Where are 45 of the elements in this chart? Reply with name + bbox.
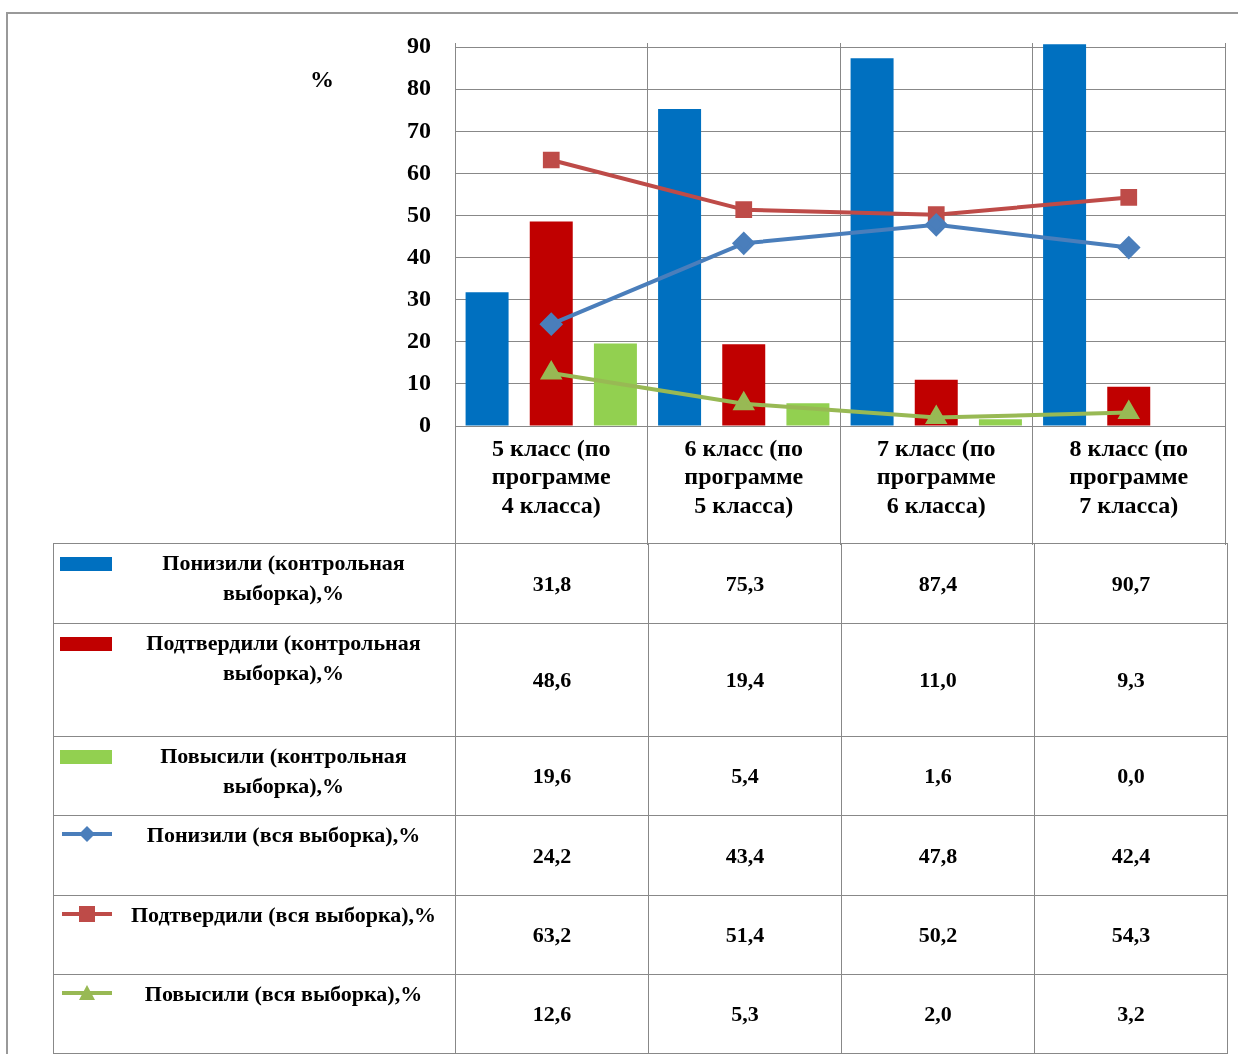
data-label: 87,4 bbox=[841, 543, 1035, 624]
data-label: 12,6 bbox=[455, 974, 649, 1054]
data-label: 5,3 bbox=[648, 974, 842, 1054]
data-label: 47,8 bbox=[841, 815, 1035, 896]
legend-label: Повысили (вся выборка),% bbox=[143, 980, 424, 1008]
data-label: 11,0 bbox=[841, 623, 1035, 737]
data-label: 63,2 bbox=[455, 895, 649, 975]
legend-label: Понизили (контрольная выборка),% bbox=[161, 549, 406, 607]
data-label: 43,4 bbox=[648, 815, 842, 896]
data-label: 31,8 bbox=[455, 543, 649, 624]
x-tick-label: 7 класс (по программе 6 класса) bbox=[876, 434, 996, 519]
data-label: 1,6 bbox=[841, 736, 1035, 816]
y-tick-label: 0 bbox=[419, 411, 431, 438]
data-label: 19,4 bbox=[648, 623, 842, 737]
legend-label: Подтвердили (вся выборка),% bbox=[129, 901, 438, 929]
data-label: 90,7 bbox=[1034, 543, 1228, 624]
x-tick-label: 6 класс (по программе 5 класса) bbox=[684, 434, 804, 519]
y-tick-label: 70 bbox=[407, 116, 431, 143]
y-tick-label: 20 bbox=[407, 327, 431, 354]
data-label: 24,2 bbox=[455, 815, 649, 896]
legend-label: Понизили (вся выборка),% bbox=[145, 821, 422, 849]
data-label: 3,2 bbox=[1034, 974, 1228, 1054]
data-label: 42,4 bbox=[1034, 815, 1228, 896]
data-label: 2,0 bbox=[841, 974, 1035, 1054]
y-tick-label: 40 bbox=[407, 242, 431, 269]
data-label: 9,3 bbox=[1034, 623, 1228, 737]
y-axis-title: % bbox=[310, 66, 334, 93]
y-tick-label: 50 bbox=[407, 200, 431, 227]
data-label: 51,4 bbox=[648, 895, 842, 975]
y-tick-label: 10 bbox=[407, 369, 431, 396]
data-label: 54,3 bbox=[1034, 895, 1228, 975]
legend-label: Повысили (контрольная выборка),% bbox=[159, 742, 408, 800]
legend-label: Подтвердили (контрольная выборка),% bbox=[145, 629, 422, 687]
x-tick-label: 8 класс (по программе 7 класса) bbox=[1069, 434, 1189, 519]
data-label: 48,6 bbox=[455, 623, 649, 737]
data-label: 75,3 bbox=[648, 543, 842, 624]
data-label: 5,4 bbox=[648, 736, 842, 816]
y-tick-label: 30 bbox=[407, 284, 431, 311]
data-label: 50,2 bbox=[841, 895, 1035, 975]
y-tick-label: 80 bbox=[407, 74, 431, 101]
data-label: 19,6 bbox=[455, 736, 649, 816]
y-tick-label: 90 bbox=[407, 32, 431, 59]
y-tick-label: 60 bbox=[407, 158, 431, 185]
x-tick-label: 5 класс (по программе 4 класса) bbox=[491, 434, 611, 519]
data-label: 0,0 bbox=[1034, 736, 1228, 816]
